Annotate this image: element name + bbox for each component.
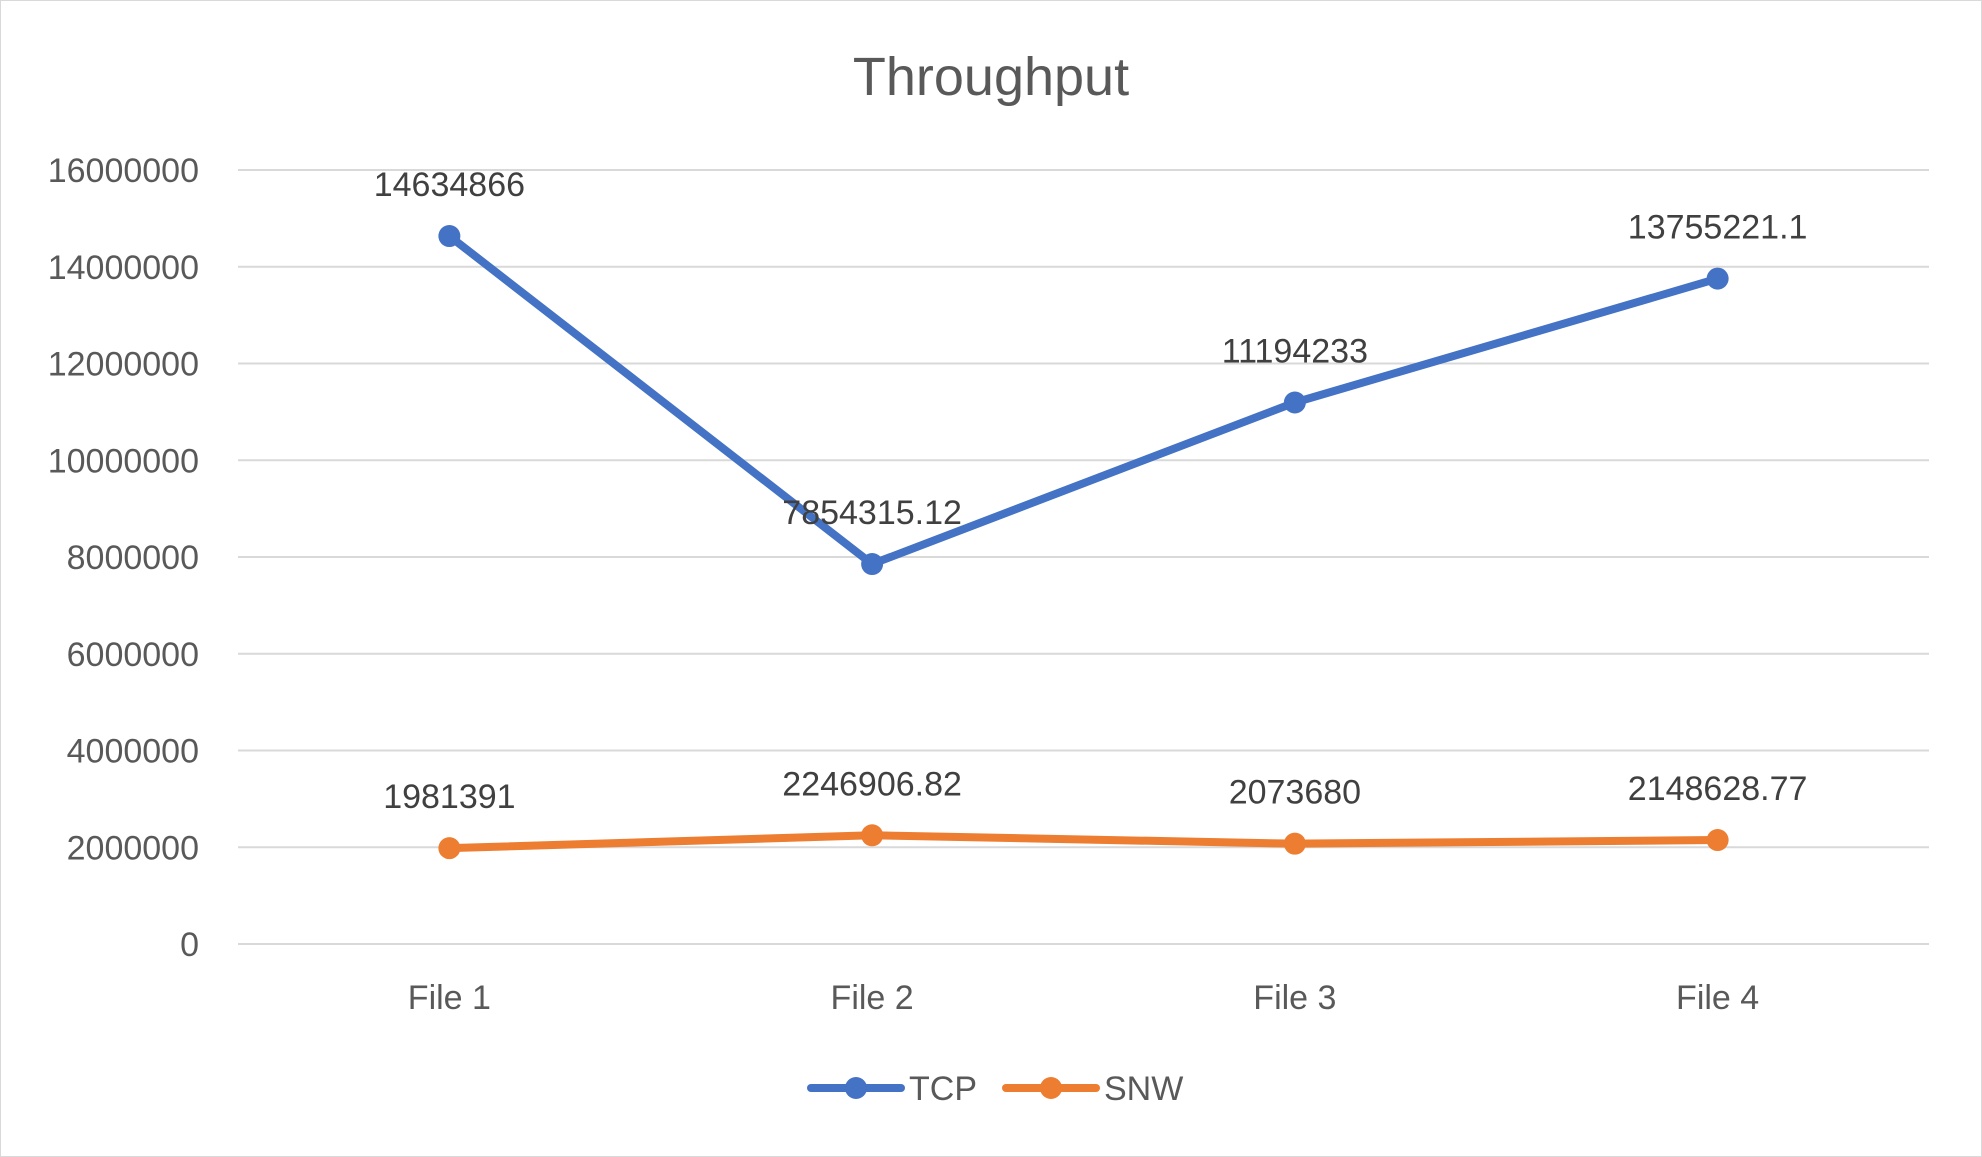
legend-item-snw: SNW <box>1002 1070 1183 1108</box>
data-label-snw: 2246906.82 <box>782 765 962 803</box>
x-tick-label: File 3 <box>1253 979 1336 1017</box>
data-label-snw: 2073680 <box>1229 774 1361 812</box>
y-tick-label: 12000000 <box>48 346 199 384</box>
y-tick-label: 10000000 <box>48 442 199 480</box>
chart-title: Throughput <box>853 47 1129 107</box>
x-tick-label: File 1 <box>408 979 491 1017</box>
legend-swatch-marker <box>845 1077 867 1099</box>
data-point-snw <box>1283 832 1306 855</box>
y-tick-label: 14000000 <box>48 249 199 287</box>
data-label-tcp: 7854315.12 <box>782 494 962 532</box>
x-tick-label: File 4 <box>1676 979 1759 1017</box>
x-axis-ticks: File 1 File 2 File 3 File 4 <box>408 979 1759 1017</box>
series-layer <box>438 225 1729 860</box>
data-point-tcp <box>1706 267 1729 290</box>
data-label-tcp: 11194233 <box>1222 332 1368 370</box>
data-point-tcp <box>1283 391 1306 414</box>
y-axis-ticks: 0 2000000 4000000 6000000 8000000 10000000 120… <box>48 152 199 964</box>
x-tick-label: File 2 <box>831 979 914 1017</box>
y-tick-label: 16000000 <box>48 152 199 190</box>
data-point-snw <box>1706 829 1729 852</box>
data-point-snw <box>438 837 461 860</box>
legend: TCP SNW <box>807 1070 1183 1108</box>
y-tick-label: 4000000 <box>67 733 199 771</box>
data-label-tcp: 14634866 <box>374 166 525 204</box>
data-label-snw: 2148628.77 <box>1628 770 1808 808</box>
y-tick-label: 2000000 <box>67 829 199 867</box>
legend-item-tcp: TCP <box>807 1070 977 1108</box>
legend-swatch-marker <box>1040 1077 1062 1099</box>
data-point-snw <box>861 824 884 847</box>
gridlines <box>238 169 1929 945</box>
data-label-snw: 1981391 <box>383 778 515 816</box>
y-tick-label: 8000000 <box>67 539 199 577</box>
legend-label: TCP <box>909 1070 977 1108</box>
legend-label: SNW <box>1104 1070 1183 1108</box>
data-point-tcp <box>438 225 461 248</box>
series-line-tcp <box>445 232 1722 569</box>
series-line-snw <box>445 831 1722 853</box>
data-label-tcp: 13755221.1 <box>1628 209 1808 247</box>
y-tick-label: 0 <box>180 926 199 964</box>
data-point-tcp <box>861 553 884 576</box>
y-tick-label: 6000000 <box>67 636 199 674</box>
data-labels: 14634866 7854315.12 11194233 13755221.1 1981… <box>374 166 1808 816</box>
